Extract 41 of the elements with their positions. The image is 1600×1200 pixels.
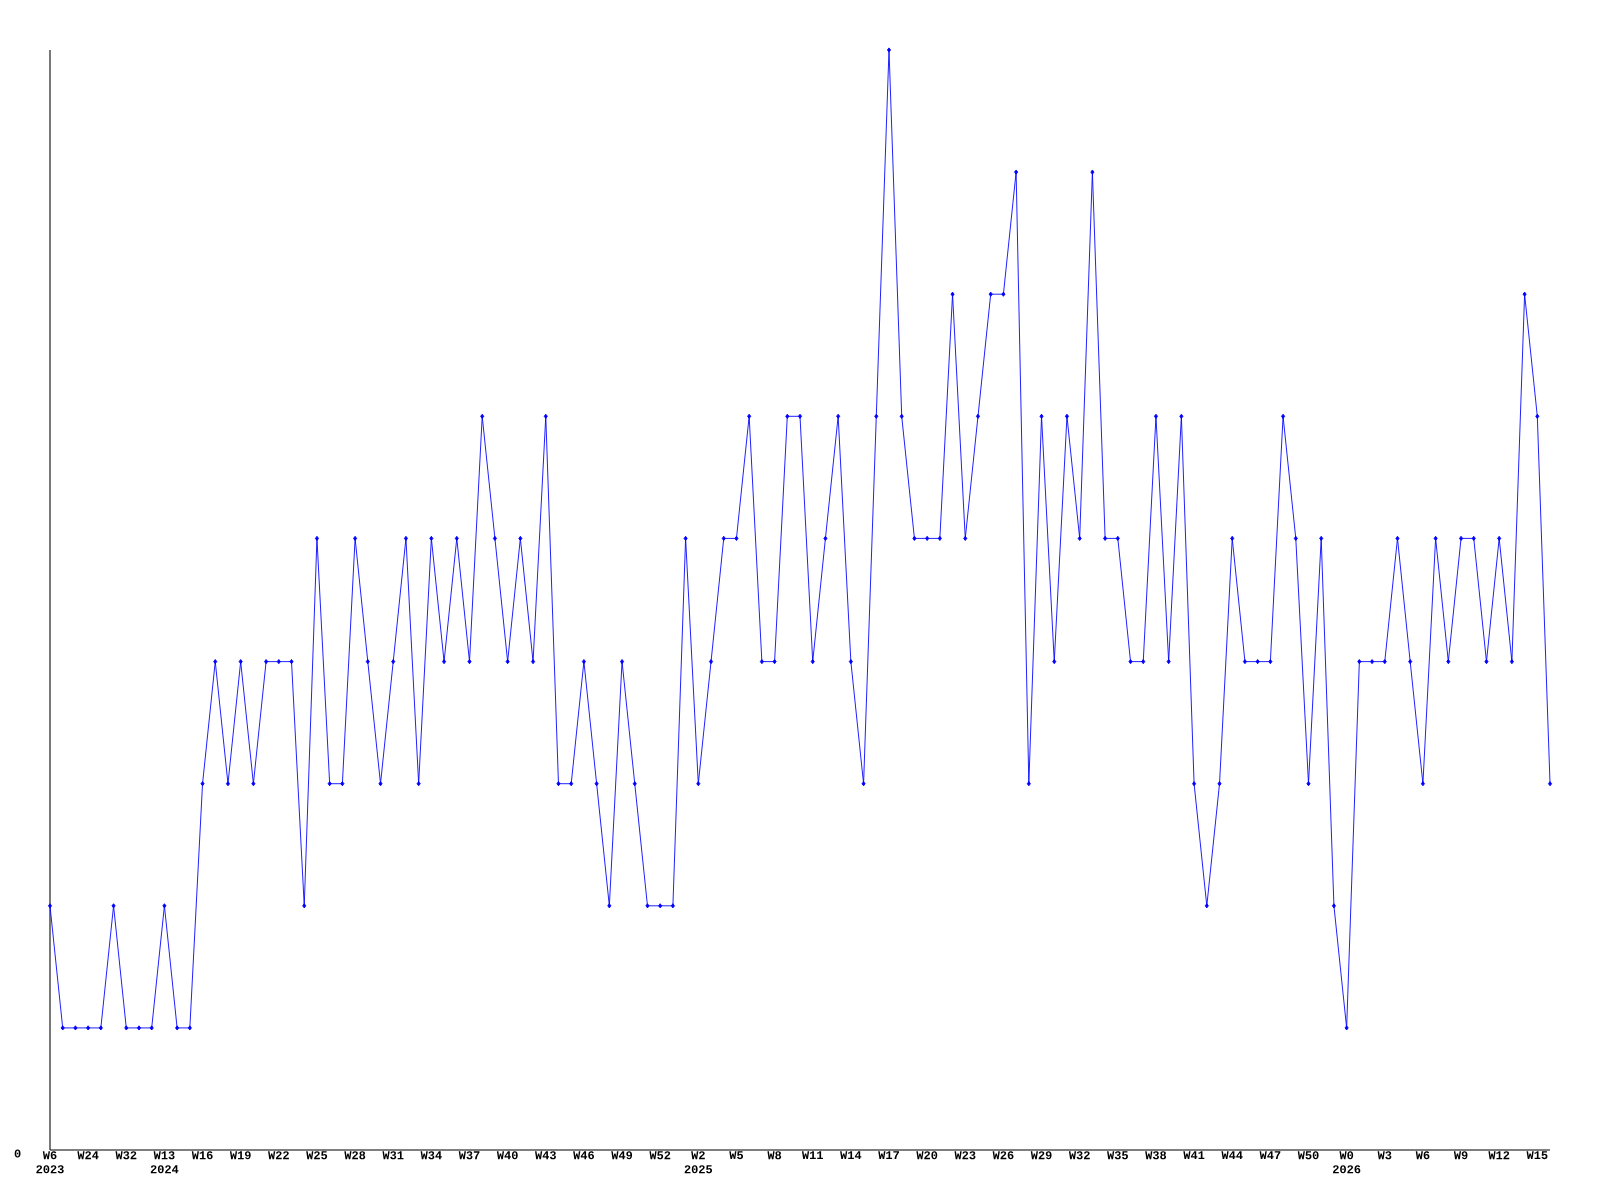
x-tick-label: W25: [306, 1151, 328, 1160]
x-tick-label: W35: [1107, 1151, 1128, 1160]
x-tick-label: W49: [611, 1151, 633, 1160]
x-tick-label: W23: [954, 1151, 976, 1160]
x-tick-label: W26: [992, 1151, 1014, 1160]
x-tick-label: W38: [1145, 1151, 1167, 1160]
x-tick-label: W15: [1526, 1151, 1548, 1160]
x-tick-label: W0 2026: [1333, 1151, 1361, 1174]
x-tick-label: W40: [496, 1151, 518, 1160]
x-tick-label: W11: [801, 1151, 823, 1160]
x-tick-label: W43: [535, 1151, 556, 1160]
x-tick-label: W32: [1068, 1151, 1090, 1160]
x-tick-label: W6 2023: [36, 1151, 64, 1174]
x-tick-label: W2 2025: [684, 1151, 713, 1174]
x-tick-label: W8: [767, 1151, 782, 1160]
x-tick-label: W20: [916, 1151, 938, 1160]
x-tick-label: W6: [1415, 1151, 1430, 1160]
x-tick-label: W47: [1259, 1151, 1281, 1160]
x-tick-label: W31: [382, 1151, 404, 1160]
x-tick-label: W13 2024: [150, 1151, 179, 1174]
x-tick-label: W37: [458, 1151, 480, 1160]
x-tick-label: W16: [191, 1151, 213, 1160]
x-tick-label: W28: [344, 1151, 366, 1160]
x-tick-label: W46: [573, 1151, 594, 1160]
x-tick-label: W17: [878, 1151, 899, 1160]
x-tick-label: W3: [1377, 1151, 1392, 1160]
x-tick-label: W52: [649, 1151, 671, 1160]
x-tick-label: W14: [840, 1151, 862, 1160]
x-tick-label: W41: [1183, 1151, 1205, 1160]
x-tick-label: W32: [115, 1151, 137, 1160]
x-tick-label: W22: [268, 1151, 289, 1160]
x-tick-label: W44: [1221, 1151, 1243, 1160]
x-tick-label: W24: [77, 1151, 99, 1160]
x-tick-label: W34: [420, 1151, 442, 1160]
x-tick-label: W12: [1488, 1151, 1510, 1160]
x-tick-label: W5: [729, 1151, 744, 1160]
x-tick-label: W9: [1453, 1151, 1468, 1160]
text: 0: [14, 1149, 21, 1158]
x-tick-label: W29: [1030, 1151, 1052, 1160]
x-tick-label: W50: [1297, 1151, 1319, 1160]
x-tick-label: W19: [229, 1151, 251, 1160]
